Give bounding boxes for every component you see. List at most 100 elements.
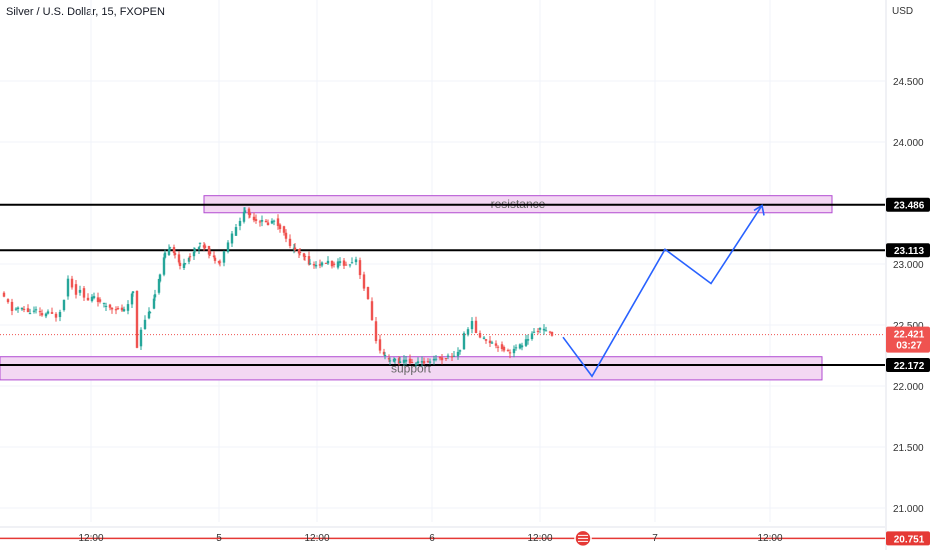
chart-title: Silver / U.S. Dollar, 15, FXOPEN bbox=[6, 6, 165, 18]
candle-body bbox=[550, 331, 554, 336]
countdown-label: 03:27 bbox=[896, 341, 922, 352]
candle-body bbox=[20, 307, 24, 310]
candle-body bbox=[178, 262, 182, 266]
candles-layer bbox=[2, 207, 554, 368]
candle-body bbox=[378, 339, 382, 351]
candle-body bbox=[488, 340, 492, 344]
candle-body bbox=[248, 213, 252, 216]
candle-body bbox=[2, 292, 6, 297]
candle-body bbox=[494, 343, 498, 346]
candle-body bbox=[526, 339, 530, 341]
candle-body bbox=[230, 233, 234, 244]
candle-body bbox=[193, 249, 197, 251]
candle-body bbox=[318, 264, 322, 266]
candle-body bbox=[26, 308, 30, 313]
current-price-label: 22.421 bbox=[894, 330, 925, 341]
level-price-box bbox=[886, 197, 930, 212]
y-tick-label: 22.500 bbox=[893, 321, 924, 332]
candle-body bbox=[426, 361, 430, 363]
y-tick-label: 23.000 bbox=[893, 260, 924, 271]
candle-body bbox=[32, 310, 36, 312]
candle-body bbox=[90, 296, 94, 302]
candle-body bbox=[266, 222, 270, 226]
candle-body bbox=[374, 321, 378, 342]
candle-body bbox=[410, 362, 414, 364]
candle-body bbox=[474, 320, 478, 334]
candle-body bbox=[247, 208, 251, 215]
x-tick-label: 5 bbox=[216, 533, 222, 544]
candle-body bbox=[338, 261, 342, 263]
candle-body bbox=[28, 313, 32, 315]
candle-body bbox=[484, 339, 488, 341]
candle-body bbox=[238, 220, 242, 226]
candle-body bbox=[420, 361, 424, 363]
candle-body bbox=[183, 263, 187, 265]
candle-body bbox=[478, 333, 482, 338]
candle-body bbox=[98, 299, 102, 302]
candle-body bbox=[303, 256, 307, 258]
candle-body bbox=[452, 355, 456, 357]
candle-body bbox=[92, 296, 96, 299]
candle-body bbox=[336, 261, 340, 268]
candle-body bbox=[358, 260, 362, 276]
level-price-label: 20.751 bbox=[894, 534, 925, 545]
candle-body bbox=[16, 307, 20, 309]
price-axis[interactable]: USD 24.500 24.000 23.000 22.500 22.000 21.500 2… bbox=[885, 0, 932, 550]
candle-body bbox=[212, 255, 216, 258]
candle-body bbox=[500, 344, 504, 349]
candle-body bbox=[416, 361, 420, 364]
candle-body bbox=[536, 330, 540, 332]
candle-body bbox=[422, 361, 426, 364]
candle-body bbox=[293, 247, 297, 251]
support-zone bbox=[0, 356, 823, 381]
x-tick-label: 12:00 bbox=[304, 533, 329, 544]
candle-body bbox=[213, 257, 217, 261]
candle-body bbox=[538, 327, 542, 330]
candle-body bbox=[116, 308, 120, 310]
candle-body bbox=[167, 248, 171, 255]
candle-body bbox=[320, 262, 324, 266]
candle-body bbox=[6, 299, 10, 303]
candle-body bbox=[208, 251, 212, 255]
candle-body bbox=[307, 256, 311, 265]
candle-body bbox=[298, 251, 302, 253]
candle-body bbox=[148, 312, 152, 314]
y-tick-label: 24.500 bbox=[893, 77, 924, 88]
candle-body bbox=[278, 224, 282, 230]
candle-body bbox=[302, 253, 306, 257]
candle-body bbox=[130, 293, 134, 305]
candle-body bbox=[490, 342, 494, 344]
candle-body bbox=[222, 251, 226, 263]
candle-body bbox=[153, 294, 157, 298]
candle-body bbox=[438, 357, 442, 359]
candle-body bbox=[264, 220, 268, 223]
candle-body bbox=[383, 355, 387, 357]
time-axis[interactable]: 12:00 5 12:00 6 12:00 7 12:00 bbox=[0, 526, 885, 544]
projection-layer bbox=[562, 204, 765, 378]
candle-body bbox=[242, 211, 246, 222]
candle-body bbox=[324, 262, 328, 264]
candle-body bbox=[288, 238, 292, 246]
candle-body bbox=[50, 312, 54, 314]
marker-layer bbox=[574, 529, 592, 548]
grid bbox=[0, 0, 885, 522]
level-price-label: 23.113 bbox=[894, 246, 924, 257]
candle-body bbox=[114, 309, 118, 311]
candle-body bbox=[82, 288, 86, 298]
candle-body bbox=[110, 307, 114, 310]
candle-body bbox=[187, 258, 191, 262]
candle-body bbox=[14, 308, 18, 310]
candle-body bbox=[78, 289, 82, 293]
candle-body bbox=[514, 347, 518, 349]
candle-body bbox=[188, 256, 192, 258]
candle-body bbox=[466, 329, 470, 335]
support-label: support bbox=[391, 361, 432, 375]
level-price-box bbox=[886, 531, 930, 546]
candle-body bbox=[163, 252, 167, 258]
candle-body bbox=[218, 261, 222, 263]
projection-path bbox=[562, 205, 763, 378]
candle-body bbox=[172, 247, 176, 254]
candle-body bbox=[173, 252, 177, 255]
